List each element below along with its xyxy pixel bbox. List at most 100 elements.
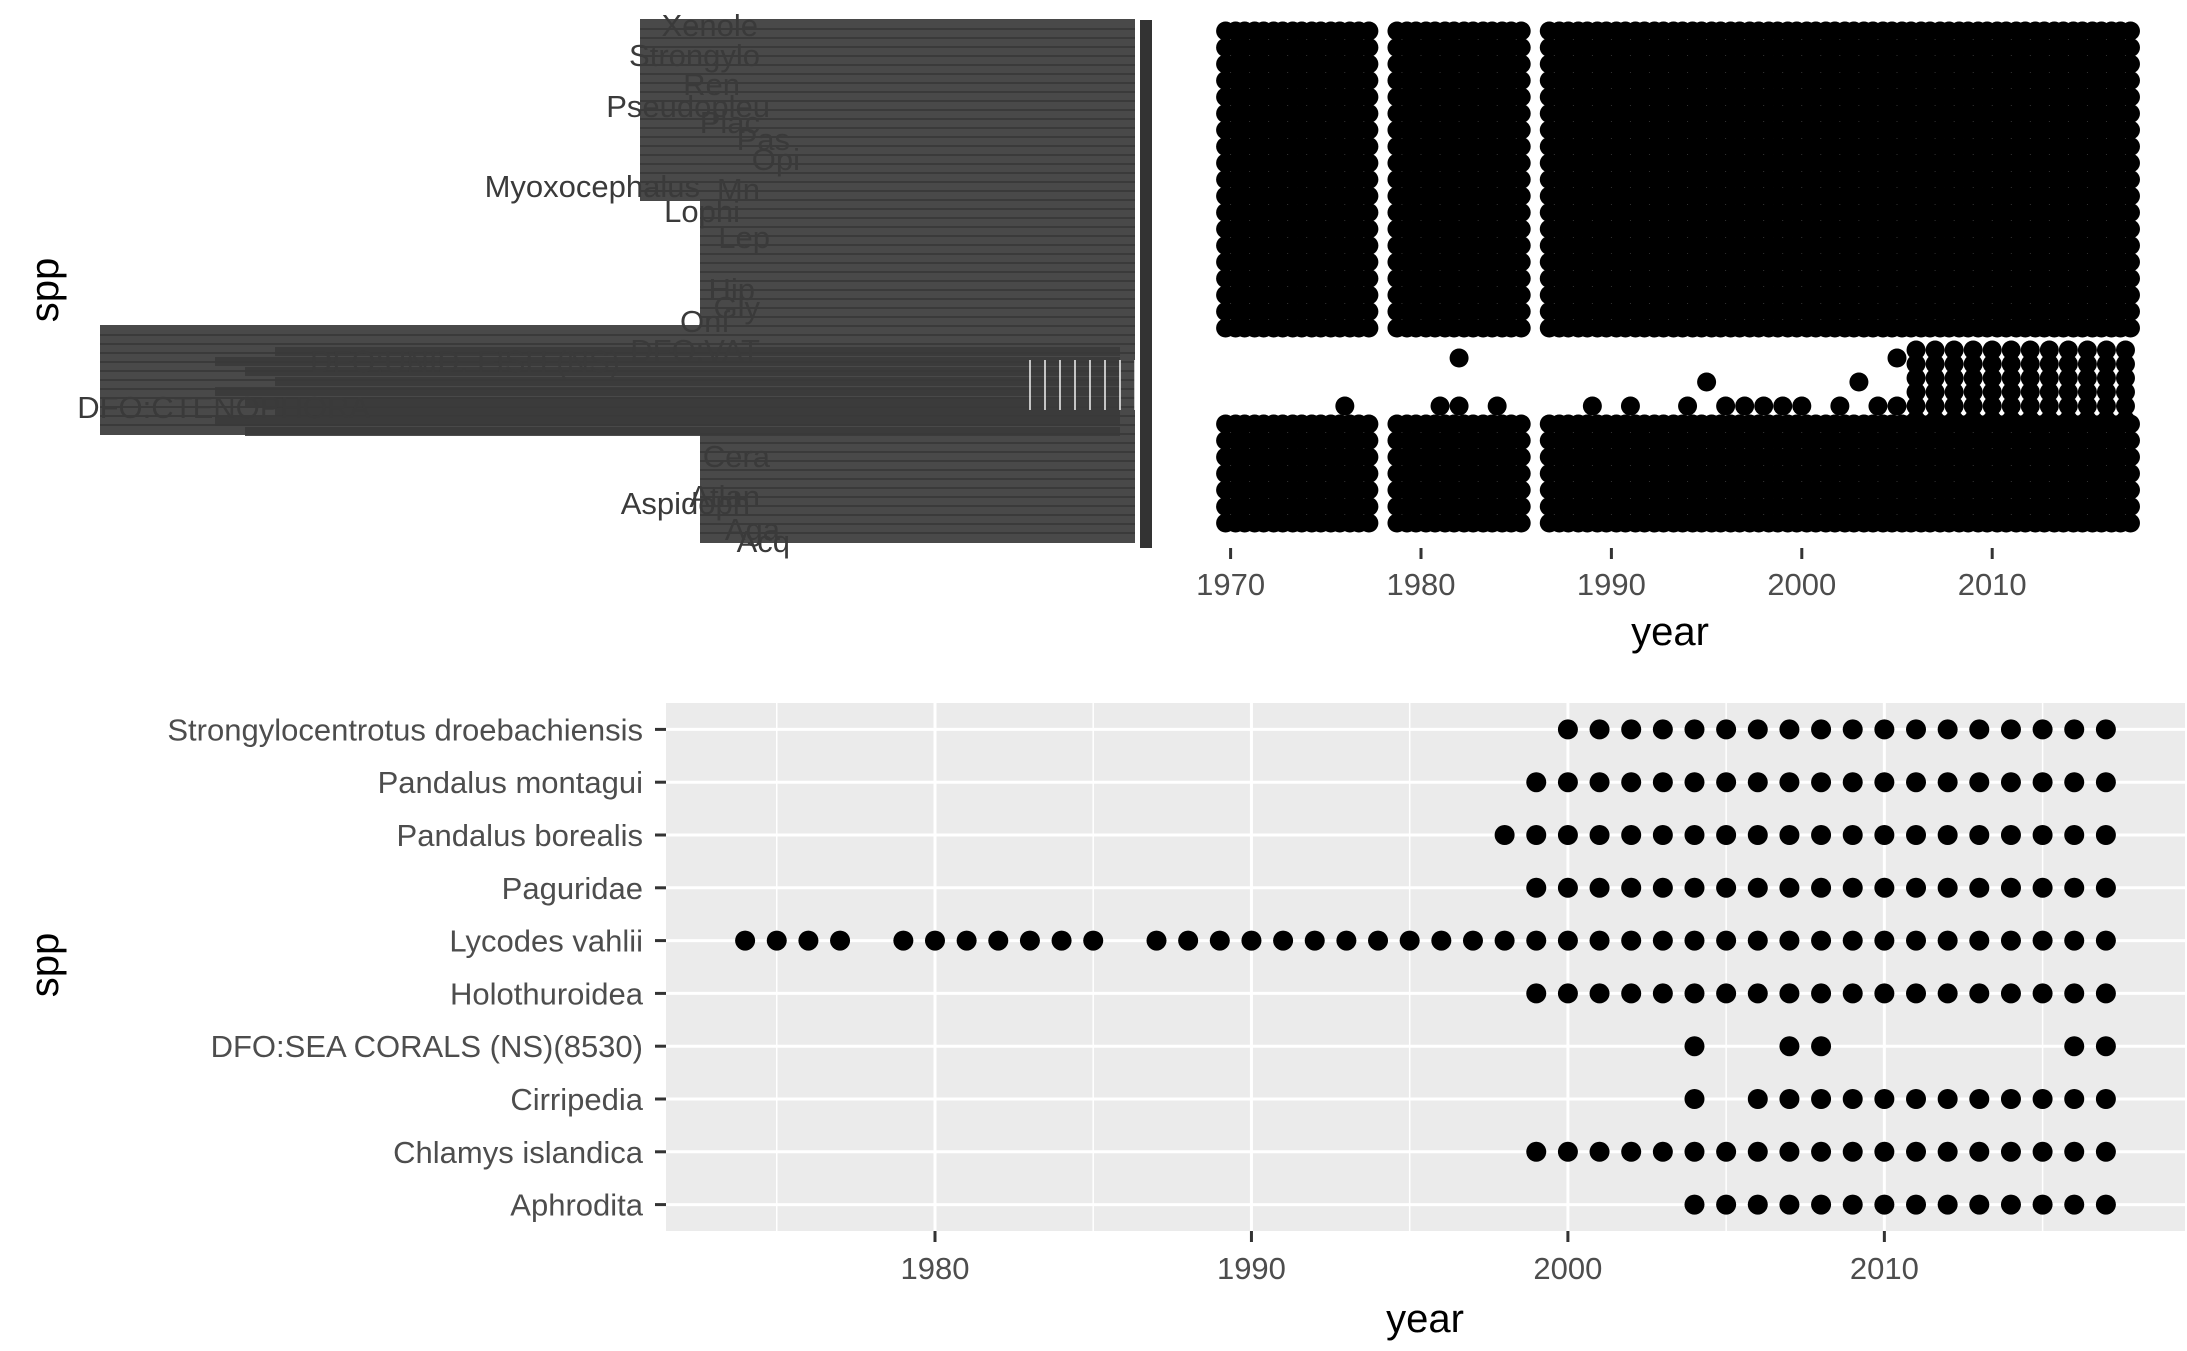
top-y-tick-label-mass — [700, 433, 1135, 444]
bottom-point — [2032, 983, 2053, 1004]
top-point — [1359, 137, 1379, 156]
top-point — [1925, 410, 1945, 430]
top-point — [2120, 71, 2140, 90]
top-y-tick-label-mass — [640, 118, 1135, 129]
top-point — [1511, 203, 1531, 222]
bottom-point — [1779, 1141, 1800, 1162]
top-point — [2039, 368, 2059, 388]
bottom-point — [1811, 983, 1832, 1004]
top-point — [2077, 368, 2097, 388]
bottom-point — [1937, 877, 1958, 898]
top-point — [2058, 382, 2078, 402]
top-point — [1359, 447, 1379, 467]
top-point — [1359, 186, 1379, 206]
bottom-point — [2000, 877, 2021, 898]
top-y-tick-label-mass — [100, 361, 1135, 372]
top-point — [1697, 372, 1717, 392]
top-point — [2120, 236, 2140, 255]
bottom-point — [1146, 930, 1167, 951]
top-point — [2115, 354, 2135, 374]
top-x-tick-label: 2000 — [1767, 567, 1836, 602]
top-point — [1511, 153, 1531, 173]
bottom-point — [1906, 1194, 1927, 1215]
top-x-tick-label: 1970 — [1196, 567, 1265, 602]
bottom-point — [924, 930, 945, 951]
top-point — [1982, 396, 2002, 416]
bottom-point — [2095, 1089, 2116, 1109]
top-point — [1925, 396, 1945, 416]
top-point — [1754, 396, 1774, 416]
bottom-point — [2064, 877, 2085, 898]
top-point — [1982, 368, 2002, 388]
top-y-tick-label-mass — [700, 460, 1135, 471]
bottom-y-tick-label: Paguridae — [502, 871, 643, 906]
top-point — [1982, 382, 2002, 402]
top-y-tick-label-mass — [640, 163, 1135, 174]
top-y-tick-label-mass — [245, 427, 1120, 436]
top-point — [2120, 480, 2140, 500]
bottom-point — [1779, 772, 1800, 793]
bottom-point — [1684, 825, 1705, 845]
top-y-tick-label-mass — [700, 289, 1135, 300]
top-y-tick-label: Ren — [683, 67, 740, 102]
bottom-point — [2000, 1141, 2021, 1162]
top-point — [1868, 396, 1888, 416]
bottom-y-axis-title: spp — [23, 933, 67, 998]
bottom-point — [1716, 1141, 1737, 1162]
top-y-tick-label-mass — [700, 451, 1135, 462]
top-point — [1511, 219, 1531, 239]
top-point — [1963, 410, 1983, 430]
top-point — [2120, 137, 2140, 156]
bottom-point — [1969, 825, 1990, 845]
top-point — [2096, 340, 2116, 360]
bottom-point — [1811, 719, 1832, 740]
top-point — [1511, 480, 1531, 500]
top-y-tick-label: Mn — [717, 172, 760, 207]
top-point — [2077, 340, 2097, 360]
bottom-y-tick-label: Chlamys islandica — [393, 1135, 644, 1170]
bottom-point — [1589, 719, 1610, 740]
top-y-tick-label: DFO:VAT — [630, 333, 760, 368]
bottom-point — [1779, 983, 1800, 1004]
top-x-axis-title: year — [1631, 610, 1709, 654]
top-point — [1906, 354, 1926, 374]
bottom-point — [2095, 877, 2116, 898]
bottom-point — [1969, 1089, 1990, 1109]
bottom-point — [2095, 983, 2116, 1004]
bottom-point — [1969, 772, 1990, 793]
top-point — [1982, 340, 2002, 360]
bottom-point — [1526, 825, 1547, 845]
top-y-tick-label-mass — [640, 172, 1135, 183]
top-y-tick-label-mass — [640, 46, 1135, 57]
bottom-point — [1336, 930, 1357, 951]
top-point — [1773, 396, 1793, 416]
top-point — [1906, 382, 1926, 402]
bottom-point — [1937, 772, 1958, 793]
bottom-point — [1621, 930, 1642, 951]
bottom-point — [1969, 930, 1990, 951]
bottom-point — [2095, 825, 2116, 845]
top-y-tick-label: DFO:UNID. FISH (NS) — [310, 344, 620, 379]
bottom-point — [2064, 825, 2085, 845]
top-y-tick-label-mass — [640, 73, 1135, 84]
bottom-point — [735, 930, 756, 951]
bottom-point — [2064, 983, 2085, 1004]
top-point — [1359, 54, 1379, 74]
bottom-x-tick-label: 1980 — [901, 1251, 970, 1286]
top-point — [1359, 497, 1379, 516]
bottom-point — [2064, 1089, 2085, 1109]
top-point — [2001, 354, 2021, 374]
bottom-point — [1083, 930, 1104, 951]
top-point — [2077, 382, 2097, 402]
top-y-tick-label: Lophi — [664, 194, 740, 229]
bottom-point — [1811, 1194, 1832, 1215]
top-point — [1944, 382, 1964, 402]
top-point — [2120, 87, 2140, 107]
bottom-point — [1019, 930, 1040, 951]
bottom-point — [1969, 719, 1990, 740]
top-y-tick-label: Cera — [703, 439, 771, 474]
bottom-point — [1779, 825, 1800, 845]
top-point — [1511, 285, 1531, 305]
bottom-point — [2032, 1089, 2053, 1109]
top-point — [1963, 382, 1983, 402]
